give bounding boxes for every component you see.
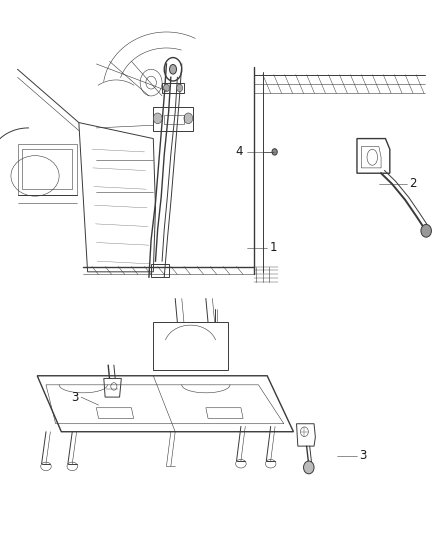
Ellipse shape (272, 149, 277, 155)
Ellipse shape (421, 224, 431, 237)
Text: 1: 1 (269, 241, 277, 254)
Ellipse shape (170, 64, 177, 74)
Text: 4: 4 (236, 146, 243, 158)
Ellipse shape (163, 84, 170, 92)
Ellipse shape (153, 113, 162, 124)
Ellipse shape (184, 113, 193, 124)
Text: 3: 3 (71, 391, 79, 403)
Ellipse shape (177, 84, 183, 92)
Text: 3: 3 (359, 449, 367, 462)
Text: 2: 2 (410, 177, 417, 190)
Ellipse shape (304, 461, 314, 474)
